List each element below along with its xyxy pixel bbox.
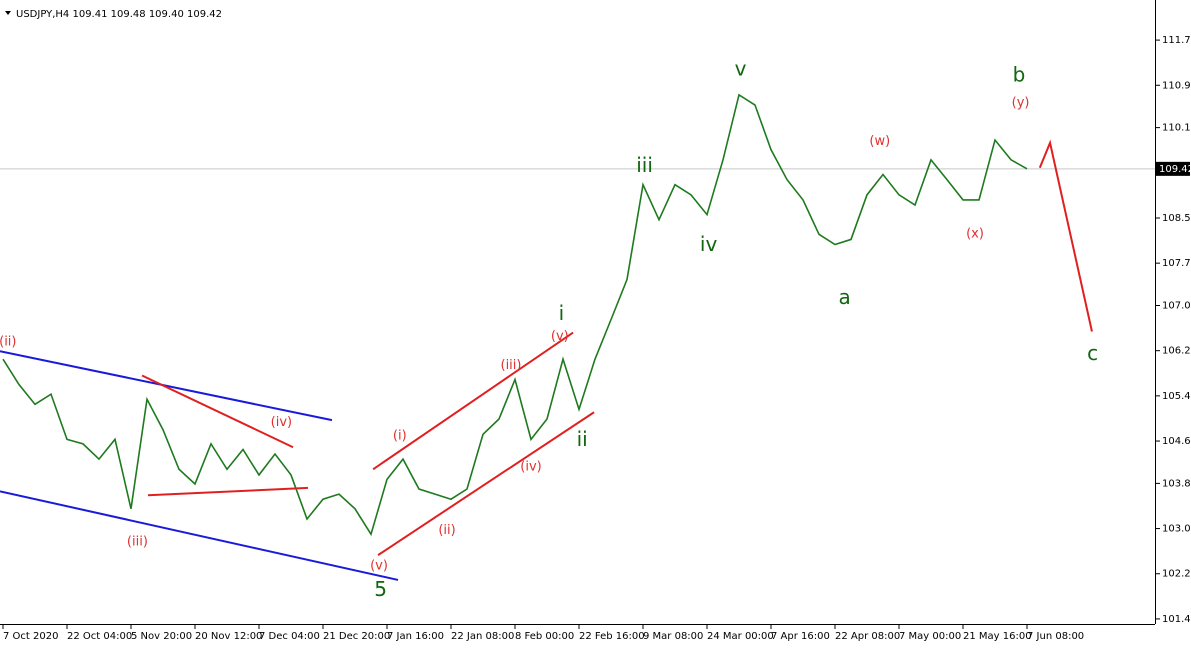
x-tick-label: 7 May 00:00	[899, 631, 961, 642]
x-tick-label: 22 Jan 08:00	[451, 631, 514, 642]
wave-label: (i)	[393, 428, 407, 443]
y-tick-label: 104.60	[1162, 436, 1191, 447]
y-tick-label: 111.70	[1162, 35, 1191, 46]
wave-label: (y)	[1012, 95, 1030, 110]
x-tick-label: 22 Apr 08:00	[835, 631, 900, 642]
wave-label: (w)	[869, 134, 890, 149]
y-tick-label: 105.40	[1162, 391, 1191, 402]
y-tick-label: 108.55	[1162, 213, 1191, 224]
x-tick-label: 8 Feb 00:00	[515, 631, 574, 642]
y-tick-label: 107.00	[1162, 301, 1191, 312]
x-tick-label: 7 Jan 16:00	[387, 631, 444, 642]
y-tick-label: 101.45	[1162, 614, 1191, 625]
trend-line	[0, 490, 399, 581]
wave-label: (v)	[551, 329, 569, 344]
wave-label: c	[1087, 341, 1098, 365]
wave-label: i	[559, 301, 565, 325]
wave-label: a	[838, 285, 850, 309]
trend-line	[377, 411, 595, 556]
x-tick-label: 20 Nov 12:00	[195, 631, 262, 642]
y-tick-label: 110.90	[1162, 80, 1191, 91]
wave-label: (v)	[370, 558, 388, 573]
x-tick-label: 24 Mar 00:00	[707, 631, 774, 642]
x-tick-label: 7 Dec 04:00	[259, 631, 320, 642]
last-price-label: 109.42	[1159, 164, 1191, 175]
menu-arrow	[5, 11, 11, 15]
wave-label: (iii)	[501, 358, 522, 373]
x-tick-label: 5 Nov 20:00	[131, 631, 192, 642]
wave-label: 5	[374, 577, 387, 601]
x-tick-label: 7 Jun 08:00	[1027, 631, 1084, 642]
wave-label: v	[735, 57, 747, 81]
trend-line	[1038, 139, 1093, 332]
wave-label: b	[1013, 63, 1026, 87]
trend-line	[0, 350, 333, 422]
trend-line	[147, 486, 309, 497]
wave-label: (iv)	[520, 460, 541, 475]
chart-title: USDJPY,H4 109.41 109.48 109.40 109.42	[16, 9, 222, 20]
x-tick-label: 9 Mar 08:00	[643, 631, 703, 642]
y-tick-label: 103.05	[1162, 524, 1191, 535]
price-line	[2, 93, 1028, 537]
wave-label: iii	[636, 153, 653, 177]
x-tick-label: 7 Oct 2020	[3, 631, 58, 642]
x-tick-label: 22 Oct 04:00	[67, 631, 132, 642]
wave-label: iv	[700, 232, 718, 256]
y-tick-label: 103.85	[1162, 478, 1191, 489]
y-tick-label: 106.20	[1162, 346, 1191, 357]
last-price-box	[1156, 161, 1190, 176]
x-tick-label: 22 Feb 16:00	[579, 631, 645, 642]
wave-label: (iii)	[127, 535, 148, 550]
trend-line	[141, 374, 294, 449]
wave-label: (iv)	[271, 415, 292, 430]
trend-line	[372, 331, 574, 471]
wave-label: (ii)	[438, 523, 455, 538]
x-tick-label: 21 May 16:00	[963, 631, 1032, 642]
y-tick-label: 110.15	[1162, 123, 1191, 134]
y-tick-label: 102.25	[1162, 569, 1191, 580]
x-tick-label: 21 Dec 20:00	[323, 631, 390, 642]
wave-label: ii	[577, 427, 588, 451]
x-tick-label: 7 Apr 16:00	[771, 631, 830, 642]
y-tick-label: 107.75	[1162, 258, 1191, 269]
wave-label: (ii)	[0, 335, 16, 350]
wave-label: (x)	[966, 226, 984, 241]
